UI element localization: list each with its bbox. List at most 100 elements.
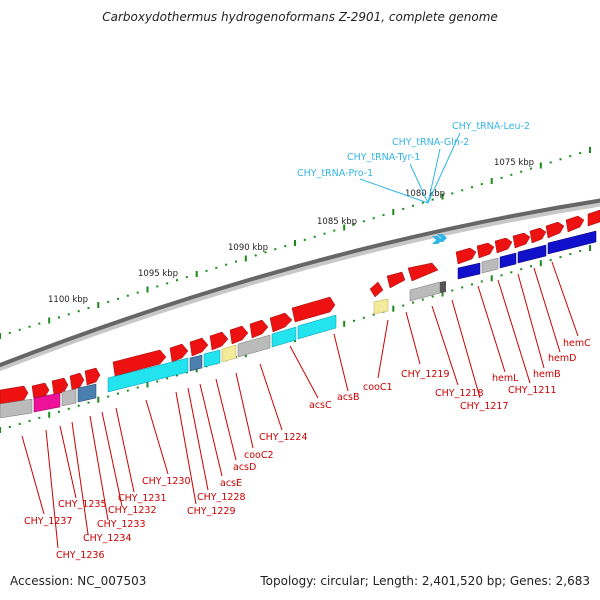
scale-tick xyxy=(176,279,178,282)
gene-arrow-hemD[interactable] xyxy=(565,215,585,233)
gene-block-cyan-1[interactable] xyxy=(297,314,337,340)
scale-label-1085: 1085 kbp xyxy=(317,217,357,227)
gene-label-hemC[interactable]: hemC xyxy=(563,338,591,349)
gene-block-cyan-3[interactable] xyxy=(203,349,221,368)
trna-label-tyr-1[interactable]: CHY_tRNA-Tyr-1 xyxy=(347,152,420,163)
scale-label-1100: 1100 kbp xyxy=(48,295,88,305)
gene-arrow-acsD[interactable] xyxy=(209,331,229,351)
gene-label-CHY_1224[interactable]: CHY_1224 xyxy=(259,432,308,443)
gene-block-gray-1[interactable] xyxy=(481,257,499,274)
scale-tick xyxy=(530,265,532,268)
scale-tick xyxy=(126,389,129,392)
gene-label-CHY_1234[interactable]: CHY_1234 xyxy=(83,533,132,544)
scale-tick xyxy=(313,235,316,238)
scale-tick xyxy=(421,201,424,204)
gene-block-gray-2[interactable] xyxy=(409,281,441,302)
gene-arrow-CHY_1235[interactable] xyxy=(0,385,29,405)
gene-block-blue-2[interactable] xyxy=(517,244,547,264)
gene-arrow-CHY_1231[interactable] xyxy=(84,367,101,386)
gene-arrow-hemC[interactable] xyxy=(587,209,600,227)
gene-block-yellow-2[interactable] xyxy=(221,344,237,363)
gene-arrow-acsC[interactable] xyxy=(269,312,293,333)
gene-arrow-CHY_1218[interactable] xyxy=(476,242,495,259)
gene-label-CHY_1229[interactable]: CHY_1229 xyxy=(187,506,236,517)
gene-arrow-b[interactable] xyxy=(386,271,406,289)
gene-block-blue-1[interactable] xyxy=(547,230,597,255)
scale-tick xyxy=(0,333,1,339)
trna-label-gln-2[interactable]: CHY_tRNA-Gln-2 xyxy=(392,137,469,148)
scale-tick xyxy=(471,186,473,189)
gene-label-hemL[interactable]: hemL xyxy=(492,373,519,384)
scale-tick xyxy=(431,198,434,201)
gene-label-CHY_1219[interactable]: CHY_1219 xyxy=(401,369,450,380)
gene-block-gray-5[interactable] xyxy=(0,398,33,419)
trna-label-pro-1[interactable]: CHY_tRNA-Pro-1 xyxy=(297,168,373,179)
gene-block-cyan-2[interactable] xyxy=(271,326,297,348)
gene-block-gray-4[interactable] xyxy=(61,388,77,407)
gene-label-CHY_1232[interactable]: CHY_1232 xyxy=(108,505,157,516)
scale-tick xyxy=(215,266,218,269)
gene-label-cooC1[interactable]: cooC1 xyxy=(363,382,393,393)
gene-arrow-cooC2[interactable] xyxy=(229,325,249,345)
gene-leader-lines xyxy=(21,261,579,549)
scale-tick xyxy=(18,422,21,425)
scale-tick xyxy=(38,322,41,325)
gene-label-acsE[interactable]: acsE xyxy=(220,478,242,489)
gene-block-dark[interactable] xyxy=(440,281,446,293)
scale-tick xyxy=(589,245,591,251)
gene-arrow-CHY_1211[interactable] xyxy=(529,227,547,244)
gene-arrow-CHY_1219[interactable] xyxy=(455,247,477,265)
gene-label-hemB[interactable]: hemB xyxy=(533,369,561,380)
gene-block-gray-3[interactable] xyxy=(237,334,271,358)
scale-tick xyxy=(58,316,60,319)
scale-tick xyxy=(146,381,149,388)
scale-tick xyxy=(205,269,208,272)
gene-arrow-hemL[interactable] xyxy=(512,232,531,249)
scale-tick xyxy=(412,301,414,304)
scale-tick xyxy=(264,251,267,254)
gene-label-acsD[interactable]: acsD xyxy=(233,462,256,473)
gene-arrow-CHY_1229[interactable] xyxy=(112,349,167,377)
gene-label-CHY_1235[interactable]: CHY_1235 xyxy=(58,499,107,510)
gene-label-CHY_1236[interactable]: CHY_1236 xyxy=(56,550,105,561)
gene-arrow-CHY_1217[interactable] xyxy=(494,237,513,254)
gene-block-steel-2[interactable] xyxy=(77,383,97,403)
gene-label-hemD[interactable]: hemD xyxy=(548,353,576,364)
gene-label-CHY_1233[interactable]: CHY_1233 xyxy=(97,519,146,530)
gene-block-blue-4[interactable] xyxy=(457,262,481,280)
gene-arrow-CHY_1232[interactable] xyxy=(69,372,85,391)
gene-label-CHY_1217[interactable]: CHY_1217 xyxy=(460,401,509,412)
gene-arrow-acsE[interactable] xyxy=(189,337,209,357)
gene-block-pink[interactable] xyxy=(33,392,61,413)
scale-tick xyxy=(8,426,11,428)
gene-arrow-acsB[interactable] xyxy=(291,296,336,323)
gene-label-CHY_1231[interactable]: CHY_1231 xyxy=(118,493,167,504)
scale-tick xyxy=(156,380,159,383)
gene-label-CHY_1237[interactable]: CHY_1237 xyxy=(24,516,73,527)
gene-label-acsB[interactable]: acsB xyxy=(337,392,360,403)
gene-arrow-hemB[interactable] xyxy=(545,221,565,239)
trna-label-leu-2[interactable]: CHY_tRNA-Leu-2 xyxy=(452,121,530,132)
gene-block-blue-3[interactable] xyxy=(499,252,517,269)
gene-label-CHY_1211[interactable]: CHY_1211 xyxy=(508,385,557,396)
gene-label-CHY_1228[interactable]: CHY_1228 xyxy=(197,492,246,503)
scale-tick xyxy=(362,316,365,319)
gene-label-CHY_1230[interactable]: CHY_1230 xyxy=(142,476,191,487)
gene-label-CHY_1218[interactable]: CHY_1218 xyxy=(435,388,484,399)
gene-arrow-CHY_1228[interactable] xyxy=(169,343,189,363)
genome-summary-text: Topology: circular; Length: 2,401,520 bp… xyxy=(260,574,590,588)
gene-arrow-CHY_1224[interactable] xyxy=(249,319,269,339)
gene-arrow-cooC1[interactable] xyxy=(369,281,384,298)
gene-block-steel-1[interactable] xyxy=(189,354,203,372)
scale-tick xyxy=(303,238,306,241)
gene-block-cyan-4[interactable] xyxy=(107,357,189,393)
scale-tick xyxy=(87,307,90,310)
gene-label-acsC[interactable]: acsC xyxy=(309,400,332,411)
scale-tick xyxy=(136,386,139,389)
gene-block-yellow-1[interactable] xyxy=(373,298,389,315)
trna-arrow[interactable] xyxy=(437,234,447,242)
gene-label-cooC2[interactable]: cooC2 xyxy=(244,450,274,461)
gene-arrow-CHY_1233[interactable] xyxy=(51,377,69,396)
gene-arrow-a[interactable] xyxy=(407,262,439,282)
